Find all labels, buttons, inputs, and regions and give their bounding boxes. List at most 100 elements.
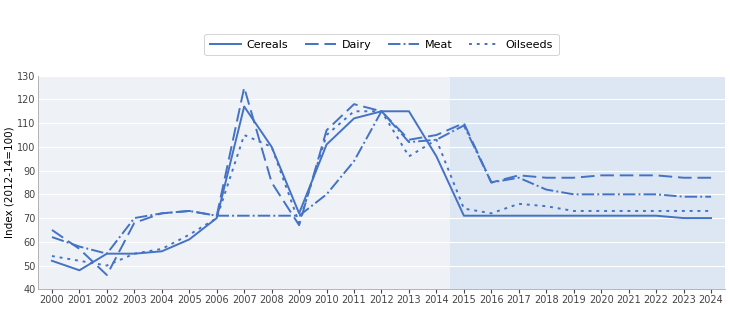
Legend: Cereals, Dairy, Meat, Oilseeds: Cereals, Dairy, Meat, Oilseeds bbox=[204, 34, 558, 55]
Dairy bbox=[75, 247, 84, 251]
Y-axis label: Index (2012-14=100): Index (2012-14=100) bbox=[4, 127, 14, 238]
Meat bbox=[295, 214, 304, 218]
Dairy bbox=[185, 209, 193, 213]
Meat bbox=[102, 252, 111, 256]
Meat bbox=[404, 140, 413, 144]
Oilseeds bbox=[652, 209, 661, 213]
Dairy bbox=[597, 173, 606, 177]
Meat bbox=[542, 188, 550, 192]
Oilseeds bbox=[240, 133, 249, 137]
Oilseeds bbox=[542, 204, 550, 208]
Dairy bbox=[542, 176, 550, 180]
Meat bbox=[515, 176, 523, 180]
Cereals bbox=[130, 252, 139, 256]
Oilseeds bbox=[459, 207, 468, 210]
Meat bbox=[597, 193, 606, 196]
Cereals bbox=[295, 211, 304, 215]
Dairy bbox=[240, 86, 249, 89]
Cereals bbox=[487, 214, 496, 218]
Dairy bbox=[130, 221, 139, 225]
Cereals bbox=[404, 109, 413, 113]
Cereals bbox=[75, 269, 84, 272]
Meat bbox=[130, 216, 139, 220]
Cereals bbox=[515, 214, 523, 218]
Oilseeds bbox=[377, 109, 386, 113]
Meat bbox=[75, 245, 84, 248]
Oilseeds bbox=[322, 133, 331, 137]
Oilseeds bbox=[624, 209, 633, 213]
Oilseeds bbox=[267, 145, 276, 149]
Oilseeds bbox=[432, 138, 441, 142]
Cereals bbox=[652, 214, 661, 218]
Dairy bbox=[707, 176, 715, 180]
Cereals bbox=[432, 154, 441, 158]
Dairy bbox=[459, 121, 468, 125]
Oilseeds bbox=[158, 247, 166, 251]
Meat bbox=[185, 209, 193, 213]
Dairy bbox=[267, 181, 276, 184]
Oilseeds bbox=[597, 209, 606, 213]
Meat bbox=[487, 181, 496, 184]
Meat bbox=[459, 124, 468, 127]
Bar bbox=[38, 76, 450, 289]
Cereals bbox=[158, 249, 166, 253]
Oilseeds bbox=[707, 209, 715, 213]
Cereals bbox=[569, 214, 578, 218]
Cereals bbox=[267, 145, 276, 149]
Meat bbox=[212, 214, 221, 218]
Dairy bbox=[102, 273, 111, 277]
Oilseeds bbox=[404, 154, 413, 158]
Meat bbox=[624, 193, 633, 196]
Oilseeds bbox=[130, 252, 139, 256]
Line: Oilseeds: Oilseeds bbox=[52, 111, 711, 265]
Dairy bbox=[569, 176, 578, 180]
Dairy bbox=[47, 228, 56, 232]
Oilseeds bbox=[185, 233, 193, 237]
Meat bbox=[652, 193, 661, 196]
Meat bbox=[267, 214, 276, 218]
Cereals bbox=[350, 116, 358, 120]
Meat bbox=[47, 235, 56, 239]
Oilseeds bbox=[102, 264, 111, 267]
Cereals bbox=[212, 216, 221, 220]
Dairy bbox=[652, 173, 661, 177]
Oilseeds bbox=[47, 254, 56, 258]
Dairy bbox=[212, 214, 221, 218]
Dairy bbox=[322, 129, 331, 132]
Oilseeds bbox=[350, 109, 358, 113]
Dairy bbox=[515, 173, 523, 177]
Cereals bbox=[47, 259, 56, 263]
Bar bbox=[450, 76, 725, 289]
Oilseeds bbox=[569, 209, 578, 213]
Dairy bbox=[158, 211, 166, 215]
Dairy bbox=[350, 102, 358, 106]
Oilseeds bbox=[515, 202, 523, 206]
Line: Dairy: Dairy bbox=[52, 87, 711, 275]
Dairy bbox=[624, 173, 633, 177]
Cereals bbox=[102, 252, 111, 256]
Oilseeds bbox=[679, 209, 688, 213]
Meat bbox=[679, 195, 688, 199]
Oilseeds bbox=[295, 221, 304, 225]
Dairy bbox=[679, 176, 688, 180]
Oilseeds bbox=[487, 211, 496, 215]
Dairy bbox=[295, 223, 304, 227]
Cereals bbox=[542, 214, 550, 218]
Meat bbox=[322, 193, 331, 196]
Meat bbox=[707, 195, 715, 199]
Cereals bbox=[459, 214, 468, 218]
Oilseeds bbox=[75, 259, 84, 263]
Dairy bbox=[377, 109, 386, 113]
Cereals bbox=[679, 216, 688, 220]
Meat bbox=[377, 109, 386, 113]
Meat bbox=[350, 159, 358, 163]
Cereals bbox=[707, 216, 715, 220]
Cereals bbox=[185, 238, 193, 241]
Meat bbox=[158, 211, 166, 215]
Cereals bbox=[240, 105, 249, 108]
Meat bbox=[240, 214, 249, 218]
Cereals bbox=[322, 143, 331, 146]
Dairy bbox=[404, 138, 413, 142]
Meat bbox=[432, 138, 441, 142]
Oilseeds bbox=[212, 216, 221, 220]
